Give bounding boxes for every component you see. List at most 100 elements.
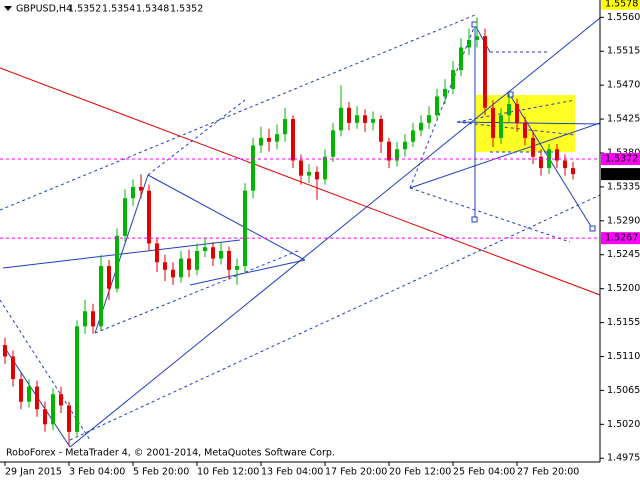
candle-body	[523, 122, 527, 138]
candle-body	[67, 405, 71, 432]
candle-body	[187, 258, 191, 270]
candle-body	[339, 107, 343, 131]
candle-body	[91, 311, 95, 327]
header-quote: 1.5348	[136, 4, 169, 15]
trend-line	[456, 121, 601, 125]
x-tick-label: 13 Feb 04:00	[261, 467, 323, 478]
symbol-title: GBPUSD,H4	[16, 4, 72, 15]
candle-body	[155, 243, 159, 263]
y-tick-label: 1.5065	[607, 385, 640, 396]
candle-body	[227, 250, 231, 270]
candle-body	[331, 130, 335, 157]
candle-body	[459, 47, 463, 71]
trend-line	[189, 259, 306, 286]
candle-body	[107, 266, 111, 289]
candle-body	[203, 247, 207, 251]
candle-body	[483, 36, 487, 108]
trend-line	[69, 17, 601, 448]
candle-body	[307, 171, 311, 176]
channel-line	[69, 194, 601, 441]
x-tick-label: 27 Feb 20:00	[517, 467, 579, 478]
candle-body	[419, 122, 423, 131]
candle-body	[251, 145, 255, 191]
y-tick-label: 1.5380	[607, 147, 640, 158]
channel-line	[147, 99, 246, 176]
candle-body	[371, 119, 375, 123]
channel-line	[409, 187, 571, 243]
price-label: 1.5267	[605, 233, 638, 244]
candle-body	[275, 134, 279, 142]
candle-body	[171, 269, 175, 278]
candle-body	[347, 107, 351, 123]
trend-line	[147, 174, 306, 261]
candle-body	[235, 266, 239, 270]
y-tick-label: 1.4975	[607, 453, 640, 464]
candle-body	[387, 141, 391, 161]
price-label-box	[601, 0, 640, 10]
candle-body	[563, 160, 567, 169]
candle-body	[411, 130, 415, 142]
candle-body	[19, 379, 23, 402]
candle-body	[475, 36, 479, 40]
candle-body	[571, 168, 575, 175]
candle-body	[51, 394, 55, 425]
y-tick-label: 1.5110	[607, 351, 640, 362]
anchor-point	[471, 21, 478, 28]
price-label-box	[601, 232, 640, 245]
candle-body	[83, 311, 87, 327]
candle-body	[531, 137, 535, 157]
candle-body	[219, 250, 223, 259]
candle-body	[555, 149, 559, 161]
anchor-point	[471, 216, 478, 223]
candle-body	[315, 171, 319, 180]
candle-body	[11, 356, 15, 380]
candle-body	[3, 345, 7, 357]
trend-line	[0, 67, 601, 296]
candle-body	[323, 156, 327, 180]
candle-body	[99, 266, 103, 327]
candle-body	[363, 115, 367, 123]
candle-body	[211, 247, 215, 259]
x-tick-label: 29 Jan 2015	[5, 467, 62, 478]
x-tick-label: 25 Feb 04:00	[453, 467, 515, 478]
channel-line	[94, 249, 301, 334]
channel-line	[0, 14, 476, 211]
y-tick-label: 1.5470	[607, 80, 640, 91]
y-tick-label: 1.5155	[607, 317, 640, 328]
menu-arrow[interactable]	[4, 6, 12, 11]
candle-body	[195, 250, 199, 270]
y-tick-label: 1.5560	[607, 12, 640, 23]
header-quote: 1.5354	[102, 4, 135, 15]
candle-body	[131, 186, 135, 199]
candle-body	[115, 235, 119, 289]
anchor-point	[589, 225, 596, 232]
candle-body	[507, 104, 511, 116]
candle-body	[59, 394, 63, 406]
candle-body	[179, 258, 183, 278]
candle-body	[283, 119, 287, 135]
candle-body	[451, 70, 455, 89]
anchor-point	[507, 91, 514, 98]
candle-body	[403, 141, 407, 150]
candle-body	[163, 262, 167, 270]
price-label: 1.5578	[605, 0, 638, 9]
candle-body	[75, 326, 79, 432]
candle-body	[515, 104, 519, 123]
candle-body	[355, 115, 359, 123]
current-price-box	[601, 168, 640, 181]
y-tick-label: 1.5290	[607, 215, 640, 226]
candle-body	[267, 137, 271, 142]
y-tick-label: 1.5200	[607, 283, 640, 294]
y-tick-label: 1.5335	[607, 181, 640, 192]
candle-body	[27, 386, 31, 402]
candle-body	[291, 119, 295, 161]
candle-body	[259, 137, 263, 146]
channel-line	[409, 24, 476, 189]
candle-body	[147, 190, 151, 244]
x-tick-label: 5 Feb 20:00	[133, 467, 189, 478]
x-tick-label: 17 Feb 20:00	[325, 467, 387, 478]
candle-body	[499, 115, 503, 138]
